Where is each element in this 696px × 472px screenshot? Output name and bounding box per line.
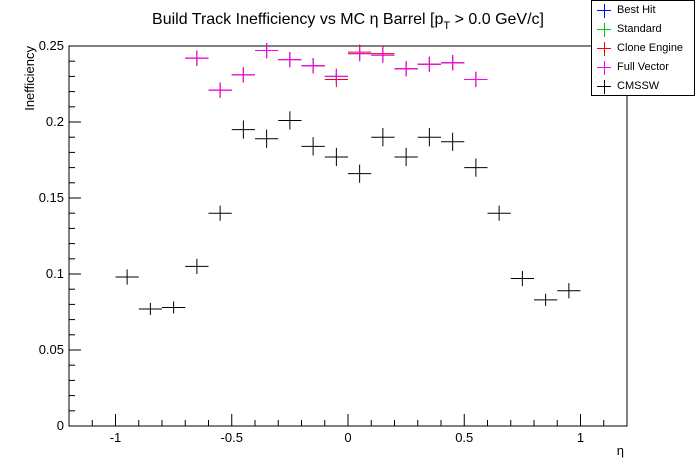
legend-marker	[597, 61, 611, 75]
plot-frame	[68, 45, 628, 427]
data-point	[231, 120, 255, 139]
data-point	[394, 147, 418, 167]
data-point	[487, 205, 511, 221]
legend-marker	[597, 80, 611, 94]
data-point	[255, 42, 279, 59]
series-cmssw	[115, 111, 581, 316]
legend-entry: CMSSW	[592, 77, 694, 96]
legend-label: Clone Engine	[617, 42, 684, 54]
data-point	[371, 128, 395, 147]
legend-label: Full Vector	[617, 61, 669, 73]
data-point	[185, 50, 209, 66]
data-point	[115, 269, 139, 285]
data-point	[301, 137, 325, 156]
data-marks	[115, 42, 581, 316]
x-tick-label: 1	[577, 430, 584, 445]
data-point	[255, 129, 279, 148]
data-point	[510, 270, 534, 287]
x-tick-label: -0.5	[221, 430, 243, 445]
y-tick-label: 0	[57, 418, 64, 433]
legend-marker	[597, 23, 611, 37]
data-point	[324, 147, 348, 167]
chart-title-tail: > 0.0 GeV/c]	[450, 11, 544, 28]
legend-entry: Full Vector	[592, 58, 694, 77]
data-point	[185, 258, 209, 274]
data-point	[278, 52, 302, 68]
x-axis-label: η	[617, 443, 624, 458]
data-point	[417, 56, 441, 72]
legend-label: CMSSW	[617, 80, 660, 92]
data-point	[464, 71, 488, 88]
data-point	[301, 58, 325, 74]
data-point	[348, 164, 372, 183]
y-tick-label: 0.2	[46, 114, 64, 129]
chart-title: Build Track Inefficiency vs MC η Barrel …	[152, 11, 544, 32]
legend-label: Standard	[617, 23, 662, 35]
x-tick-label: 0	[344, 430, 351, 445]
data-point	[534, 293, 558, 306]
data-point	[208, 82, 232, 98]
y-tick-label: 0.1	[46, 266, 64, 281]
tick-labels: -1 -0.5 0 0.5 1 0 0.05 0.1 0.15 0.2 0.25	[39, 38, 584, 445]
x-tick-label: 0.5	[455, 430, 473, 445]
y-tick-label: 0.15	[39, 190, 64, 205]
series-full-vector	[185, 42, 488, 98]
legend-marker	[597, 4, 611, 18]
data-point	[441, 132, 465, 151]
data-point	[208, 205, 232, 221]
data-point	[394, 61, 418, 77]
x-tick-label: -1	[110, 430, 122, 445]
legend-entry: Standard	[592, 20, 694, 39]
legend-entry: Clone Engine	[592, 39, 694, 58]
legend-marker	[597, 42, 611, 56]
data-point	[138, 302, 162, 316]
y-axis-label: Inefficiency	[22, 46, 37, 111]
data-point	[231, 67, 255, 83]
data-point	[441, 55, 465, 71]
legend: Best Hit Standard Clone Engine Full Vector C…	[591, 0, 695, 96]
y-tick-label: 0.25	[39, 38, 64, 53]
legend-label: Best Hit	[617, 4, 656, 16]
data-point	[371, 47, 395, 63]
data-point	[348, 46, 372, 62]
legend-entry: Best Hit	[592, 1, 694, 20]
data-point	[557, 283, 581, 299]
chart-title-subscript: T	[443, 20, 450, 32]
data-point	[464, 158, 488, 177]
y-tick-label: 0.05	[39, 342, 64, 357]
data-point	[162, 301, 186, 314]
data-point	[417, 128, 441, 147]
data-point	[324, 68, 348, 84]
data-point	[278, 111, 302, 130]
axis-ticks	[68, 45, 628, 427]
